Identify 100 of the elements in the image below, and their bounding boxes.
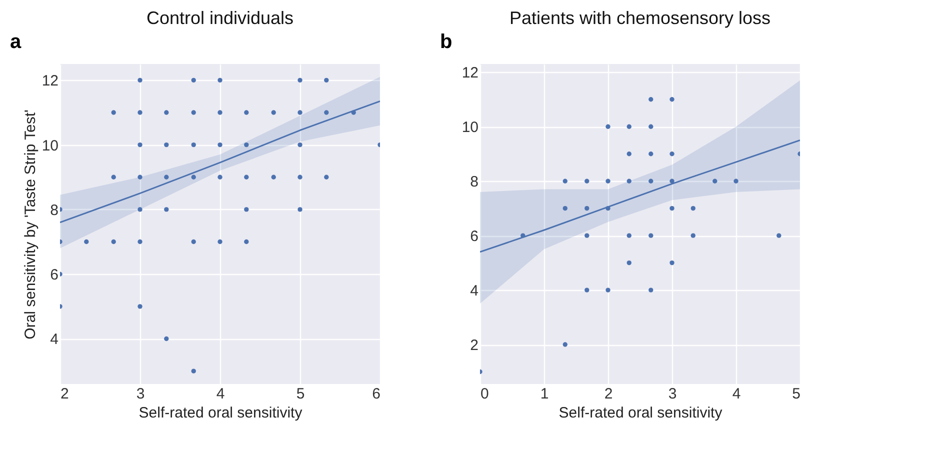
point (218, 239, 222, 244)
chart-title: Control individuals (146, 8, 294, 28)
x-tick-label: 4 (216, 386, 225, 402)
point (626, 124, 632, 129)
x-tick-label: 2 (604, 386, 613, 402)
point (670, 260, 674, 266)
y-tick-label: 8 (470, 174, 478, 191)
point (191, 110, 196, 115)
point (298, 78, 302, 82)
point (626, 233, 632, 238)
point (138, 142, 142, 148)
point (670, 152, 674, 156)
x-axis-title: Self-rated oral sensitivity (558, 404, 723, 422)
x-tick-label: 5 (792, 386, 800, 402)
point (271, 110, 276, 115)
point (191, 78, 196, 82)
point (584, 233, 590, 238)
x-tick-label: 2 (60, 386, 69, 402)
point (584, 178, 590, 184)
y-tick-label: 4 (470, 282, 478, 300)
point (271, 174, 276, 180)
x-axis-title: Self-rated oral sensitivity (138, 404, 303, 422)
point (626, 260, 632, 266)
y-tick-label: 12 (42, 72, 58, 90)
point (670, 178, 674, 184)
point (164, 336, 169, 342)
x-tick-label: 4 (732, 386, 741, 402)
point (324, 110, 329, 115)
point (138, 304, 142, 309)
point (244, 239, 249, 244)
point (191, 368, 196, 374)
point (244, 142, 249, 148)
point (138, 110, 142, 115)
chart-title: Patients with chemosensory loss (509, 8, 771, 28)
x-tick-label: 6 (372, 386, 380, 402)
point (191, 239, 196, 244)
point (648, 288, 654, 292)
y-tick-label: 6 (50, 266, 58, 284)
point (648, 124, 654, 129)
point (298, 110, 302, 115)
y-tick-label: 4 (50, 331, 58, 348)
y-axis-title: Oral sensitivity by 'Taste Strip Test' (22, 110, 39, 340)
point (218, 110, 222, 115)
point (218, 174, 222, 180)
point (324, 78, 329, 82)
point (111, 110, 116, 115)
point (670, 97, 674, 102)
point (584, 288, 590, 292)
point (690, 233, 696, 238)
text: b (440, 31, 452, 53)
line-series (60, 100, 380, 224)
point (298, 174, 302, 180)
point (164, 110, 169, 115)
x-tick-label: 3 (136, 386, 145, 402)
point (606, 124, 610, 129)
point (562, 178, 568, 184)
point (111, 239, 116, 244)
point (138, 78, 142, 82)
text: a (10, 31, 22, 53)
point (244, 110, 249, 115)
y-tick-label: 12 (462, 64, 478, 82)
x-tick-label: 0 (480, 386, 489, 402)
point (164, 207, 169, 212)
point (218, 142, 222, 148)
point (648, 152, 654, 156)
point (690, 206, 696, 211)
point (606, 288, 610, 292)
point (138, 239, 142, 244)
x-tick-label: 3 (668, 386, 677, 402)
y-tick-label: 8 (50, 202, 58, 219)
point (164, 174, 169, 180)
point (84, 239, 89, 244)
point (298, 207, 302, 212)
point (584, 206, 590, 211)
point (191, 174, 196, 180)
point (191, 142, 196, 148)
point (734, 178, 738, 184)
y-tick-label: 10 (42, 137, 58, 154)
point (648, 178, 654, 184)
x-tick-label: 5 (296, 386, 305, 402)
point (111, 174, 116, 180)
point (244, 174, 249, 180)
line-series (480, 140, 800, 253)
y-tick-label: 10 (462, 119, 478, 136)
point (218, 78, 222, 82)
point (562, 206, 568, 211)
point (138, 207, 142, 212)
point (626, 152, 632, 156)
point (324, 174, 329, 180)
point (776, 233, 782, 238)
point (562, 342, 568, 347)
point (648, 233, 654, 238)
y-tick-label: 6 (470, 228, 478, 246)
point (670, 206, 674, 211)
point (626, 178, 632, 184)
point (138, 174, 142, 180)
point (244, 207, 249, 212)
point (606, 178, 610, 184)
point (164, 142, 169, 148)
y-tick-label: 2 (470, 337, 478, 354)
